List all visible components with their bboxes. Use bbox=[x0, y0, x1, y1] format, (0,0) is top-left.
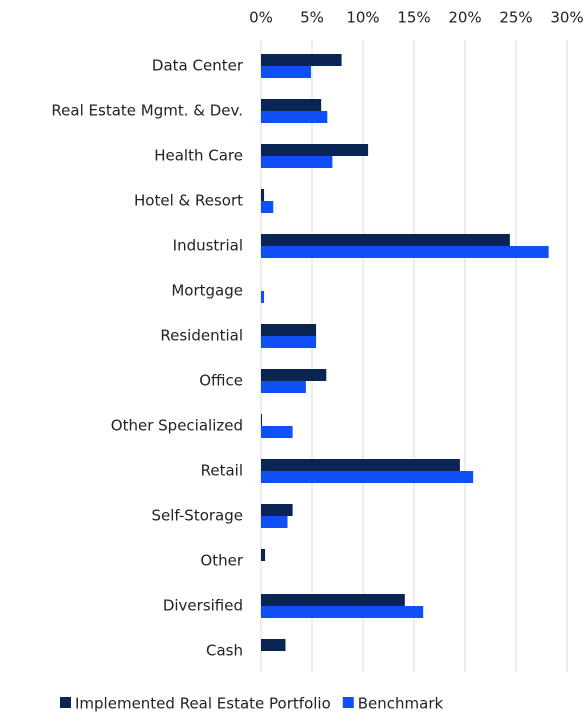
y-tick-label: Office bbox=[199, 372, 243, 390]
y-tick-label: Residential bbox=[160, 327, 243, 345]
bar bbox=[261, 594, 405, 606]
y-tick-label: Retail bbox=[201, 462, 243, 480]
x-tick-label: 15% bbox=[397, 9, 430, 27]
bar bbox=[261, 201, 274, 213]
bar bbox=[261, 606, 424, 618]
y-tick-label: Industrial bbox=[173, 237, 243, 255]
bar bbox=[261, 189, 265, 201]
bar bbox=[261, 516, 288, 528]
y-tick-label: Data Center bbox=[152, 57, 244, 75]
bar bbox=[261, 459, 460, 471]
y-tick-label: Mortgage bbox=[171, 282, 243, 300]
x-tick-label: 20% bbox=[448, 9, 481, 27]
legend-swatch bbox=[342, 697, 354, 708]
y-tick-label: Cash bbox=[206, 642, 243, 660]
bar bbox=[261, 369, 327, 381]
bar bbox=[261, 291, 265, 303]
y-tick-label: Diversified bbox=[163, 597, 243, 615]
bar bbox=[261, 246, 549, 258]
bar bbox=[261, 414, 263, 426]
bar bbox=[261, 144, 369, 156]
y-tick-label: Real Estate Mgmt. & Dev. bbox=[51, 102, 243, 120]
legend-label: Benchmark bbox=[358, 695, 444, 713]
y-tick-label: Health Care bbox=[154, 147, 243, 165]
x-tick-label: 30% bbox=[550, 9, 583, 27]
bar bbox=[261, 99, 322, 111]
bar bbox=[261, 54, 342, 66]
bar bbox=[261, 639, 286, 651]
bar bbox=[261, 336, 317, 348]
legend-swatch bbox=[60, 697, 71, 708]
bar bbox=[261, 234, 510, 246]
bar bbox=[261, 471, 474, 483]
legend-label: Implemented Real Estate Portfolio bbox=[75, 695, 331, 713]
bar bbox=[261, 426, 293, 438]
y-tick-label: Other Specialized bbox=[111, 417, 243, 435]
y-tick-label: Other bbox=[200, 552, 243, 570]
y-tick-label: Self-Storage bbox=[152, 507, 243, 525]
x-tick-label: 25% bbox=[499, 9, 532, 27]
y-tick-label: Hotel & Resort bbox=[134, 192, 243, 210]
x-tick-label: 0% bbox=[249, 9, 273, 27]
bar bbox=[261, 504, 293, 516]
bar bbox=[261, 66, 311, 78]
bar bbox=[261, 111, 328, 123]
bar bbox=[261, 324, 317, 336]
x-tick-label: 10% bbox=[346, 9, 379, 27]
bar bbox=[261, 381, 306, 393]
x-tick-label: 5% bbox=[300, 9, 324, 27]
bar bbox=[261, 549, 266, 561]
bar bbox=[261, 156, 333, 168]
